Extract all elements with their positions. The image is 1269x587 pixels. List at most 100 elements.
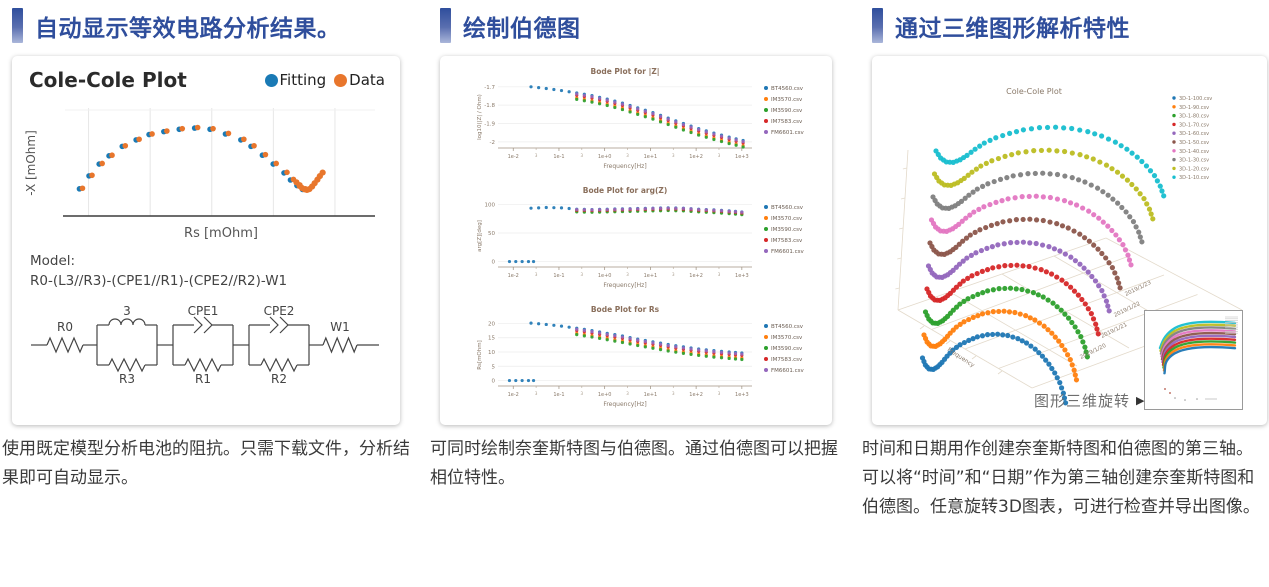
rotation-preview-image [1158,316,1238,401]
svg-text:1e+0: 1e+0 [598,154,612,160]
svg-text:Bode Plot for |Z|: Bode Plot for |Z| [591,67,660,77]
svg-text:1e+1: 1e+1 [644,154,658,160]
svg-text:5: 5 [492,364,496,370]
svg-text:3: 3 [581,153,584,158]
legend-item-fitting: Fitting [264,71,327,89]
svg-text:IM7583.csv: IM7583.csv [771,357,803,363]
svg-text:R0: R0 [57,320,73,334]
equivalent-circuit-diagram: R0 3 R3 CPE1 R1 CPE2 R2 W1 [31,304,379,386]
legend-item-data: Data [334,71,385,89]
svg-text:0: 0 [492,379,496,385]
rotation-preview-thumbnail[interactable] [1144,310,1243,410]
cole-cole-3d-plot: Cole-Cole Plot 3D-1-100.csv 3D-1-90.csv 3D-… [895,87,1243,406]
svg-text:IM3570.csv: IM3570.csv [771,216,803,222]
rotate-3d-label[interactable]: 图形三维旋转 ▶ [1034,390,1144,411]
svg-text:3: 3 [535,153,538,158]
section-title-bode: 绘制伯德图 [440,8,860,43]
svg-text:1e-2: 1e-2 [508,154,519,160]
svg-text:BT4560.csv: BT4560.csv [771,324,804,330]
svg-text:Cole-Cole Plot: Cole-Cole Plot [1006,87,1062,96]
svg-text:log10(|Z| / Ohm): log10(|Z| / Ohm) [477,94,483,140]
svg-text:R1: R1 [195,372,211,386]
svg-text:2019/1/21: 2019/1/21 [1100,322,1128,340]
svg-text:3: 3 [718,391,721,396]
cole-cole-scatter-plot: -X [mOhm] Rs [mOhm] [25,108,375,241]
svg-text:1e+1: 1e+1 [644,273,658,279]
svg-text:3D-1-80.csv: 3D-1-80.csv [1179,114,1209,120]
play-icon: ▶ [1136,394,1145,407]
svg-text:3D-1-10.csv: 3D-1-10.csv [1179,175,1209,181]
cole-plot-legend: Fitting Data [257,71,385,89]
plot3d-card: Cole-Cole Plot 3D-1-100.csv 3D-1-90.csv 3D-… [872,56,1267,425]
svg-text:1e+2: 1e+2 [689,392,703,398]
svg-text:50: 50 [488,231,495,237]
svg-text:3D-1-40.csv: 3D-1-40.csv [1179,149,1209,155]
fitting-legend-label: Fitting [279,71,327,89]
svg-text:IM3570.csv: IM3570.csv [771,335,803,341]
svg-text:CPE2: CPE2 [264,304,295,318]
svg-text:FM6601.csv: FM6601.csv [771,249,805,255]
svg-text:3: 3 [123,304,131,318]
svg-text:1e-1: 1e-1 [553,154,564,160]
svg-text:IM3590.csv: IM3590.csv [771,108,803,114]
svg-text:3: 3 [718,153,721,158]
svg-text:100: 100 [485,202,496,208]
svg-text:3: 3 [535,272,538,277]
svg-text:FM6601.csv: FM6601.csv [771,130,805,136]
svg-text:1e+3: 1e+3 [735,273,749,279]
svg-text:Frequency[Hz]: Frequency[Hz] [603,163,646,170]
cole-cole-card: Cole-Cole Plot Fitting Data -X [mOhm] Rs … [12,56,400,425]
svg-text:15: 15 [488,336,495,342]
section-title-text: 自动显示等效电路分析结果。 [35,15,341,42]
svg-text:R3: R3 [119,372,135,386]
section-title-text: 通过三维图形解析特性 [895,15,1130,42]
section-auto-analysis: 自动显示等效电路分析结果。 Cole-Cole Plot Fitting Dat… [0,5,428,523]
svg-text:IM7583.csv: IM7583.csv [771,119,803,125]
section-3d: 通过三维图形解析特性 Cole-Cole Plot 3D-1-100.csv 3D-… [860,5,1269,523]
section-title-text: 绘制伯德图 [463,15,581,42]
cole-plot-title: Cole-Cole Plot [29,68,187,92]
svg-text:3: 3 [626,272,629,277]
svg-text:IM3590.csv: IM3590.csv [771,227,803,233]
svg-text:Rs[mOhm]: Rs[mOhm] [477,340,483,370]
svg-text:Rs [mOhm]: Rs [mOhm] [184,226,258,241]
svg-text:1e-2: 1e-2 [508,273,519,279]
svg-text:W1: W1 [330,320,350,334]
svg-text:2019/1/22: 2019/1/22 [1113,301,1141,319]
svg-text:1e+1: 1e+1 [644,392,658,398]
svg-text:1e+3: 1e+3 [735,392,749,398]
svg-text:R2: R2 [271,372,287,386]
bode-plots-stack: Bode Plot for |Z| -1.7 -1.8 -1.9 -2 log10(|Z|… [452,64,820,419]
svg-text:1e+0: 1e+0 [598,392,612,398]
title-accent-bar [872,8,883,43]
svg-text:3D-1-30.csv: 3D-1-30.csv [1179,158,1209,164]
svg-text:3: 3 [626,153,629,158]
svg-text:Frequency: Frequency [946,346,976,369]
svg-text:1e-2: 1e-2 [508,392,519,398]
caption-3d: 时间和日期用作创建奈奎斯特图和伯德图的第三轴。可以将“时间”和“日期”作为第三轴… [862,435,1263,523]
svg-text:1e+2: 1e+2 [689,154,703,160]
section-bode: 绘制伯德图 Bode Plot for |Z| -1.7 -1.8 -1.9 -2 log… [428,5,860,523]
svg-text:2019/1/23: 2019/1/23 [1124,280,1152,298]
svg-text:-2: -2 [490,140,495,146]
svg-text:-X [mOhm]: -X [mOhm] [25,130,38,196]
svg-text:3: 3 [672,153,675,158]
svg-text:-1.9: -1.9 [484,122,495,128]
data-legend-dot [334,73,348,87]
model-formula: R0-(L3//R3)-(CPE1//R1)-(CPE2//R2)-W1 [30,272,288,289]
svg-text:1e-1: 1e-1 [553,273,564,279]
caption-3d-line2: 可以将“时间”和“日期”作为第三轴创建奈奎斯特图和伯德图。任意旋转3D图表，可进… [862,468,1260,518]
svg-text:IM3590.csv: IM3590.csv [771,346,803,352]
svg-text:1e+2: 1e+2 [689,273,703,279]
svg-text:10: 10 [488,350,495,356]
svg-text:3: 3 [581,272,584,277]
svg-text:-1.8: -1.8 [484,103,495,109]
section-title-auto-analysis: 自动显示等效电路分析结果。 [12,8,428,43]
svg-text:Frequency[Hz]: Frequency[Hz] [603,401,646,408]
fitting-legend-dot [264,73,278,87]
caption-3d-line1: 时间和日期用作创建奈奎斯特图和伯德图的第三轴。 [862,439,1253,459]
svg-text:1e+3: 1e+3 [735,154,749,160]
svg-text:3D-1-20.csv: 3D-1-20.csv [1179,166,1209,172]
svg-text:Bode Plot for arg(Z): Bode Plot for arg(Z) [583,186,668,195]
svg-text:3D-1-70.csv: 3D-1-70.csv [1179,122,1209,128]
